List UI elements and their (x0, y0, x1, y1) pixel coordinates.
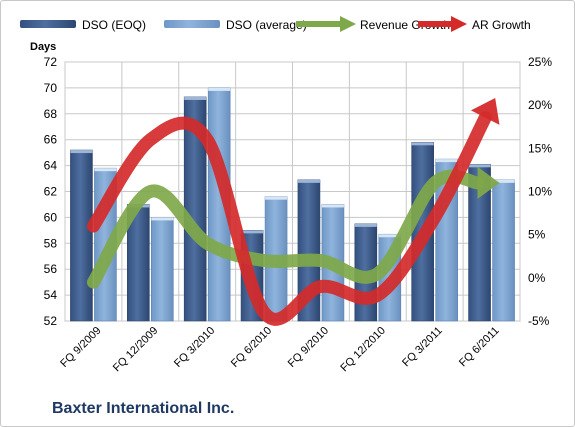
bar-dso-average-cap (492, 179, 515, 183)
y2-tick-label: 15% (528, 141, 552, 155)
x-tick-label: FQ 12/2010 (338, 325, 388, 375)
x-tick-label: FQ 6/2010 (229, 325, 274, 370)
y-axis-title: Days (30, 41, 56, 53)
bar-dso-average-cap (378, 234, 401, 238)
bar-dso-eoq-cap (354, 223, 377, 227)
y-tick-label: 54 (44, 288, 58, 302)
legend-label-ar-growth: AR Growth (472, 18, 531, 32)
bar-dso-average-cap (265, 196, 288, 200)
company-name: Baxter International Inc. (52, 400, 234, 417)
y-tick-label: 70 (44, 81, 58, 95)
legend-arrowhead-revenue-growth (340, 16, 356, 32)
bar-dso-eoq-cap (70, 150, 93, 154)
y2-tick-label: 20% (528, 98, 552, 112)
x-tick-label: FQ 9/2009 (58, 325, 103, 370)
bar-dso-eoq-cap (411, 142, 434, 146)
left-axis-ticks: 52 54 56 58 60 62 64 66 68 70 72 (44, 55, 58, 328)
bar-dso-eoq (70, 149, 93, 322)
bar-dso-eoq-cap (468, 164, 491, 168)
y2-tick-label: -5% (528, 314, 550, 328)
bar-dso-average-cap (94, 168, 117, 172)
bar-dso-eoq-cap (241, 230, 264, 234)
x-tick-label: FQ 3/2011 (400, 325, 445, 370)
y-tick-label: 66 (44, 133, 58, 147)
bar-dso-average-cap (321, 204, 344, 208)
y-tick-label: 56 (44, 262, 58, 276)
legend-swatch-dso-average (164, 20, 220, 28)
bar-dso-average-cap (435, 159, 458, 163)
bar-dso-eoq-cap (297, 179, 320, 183)
ar-growth-line (86, 111, 492, 326)
legend-label-dso-eoq: DSO (EOQ) (82, 18, 146, 32)
x-tick-label: FQ 6/2011 (457, 325, 502, 370)
y-tick-label: 52 (44, 314, 58, 328)
legend-swatch-dso-eoq (20, 20, 76, 28)
x-tick-label: FQ 12/2009 (111, 325, 161, 375)
y2-tick-label: 0% (528, 271, 546, 285)
ar-growth-arrowhead (470, 98, 500, 125)
y-tick-label: 72 (44, 55, 58, 69)
x-tick-label: FQ 9/2010 (286, 325, 331, 370)
y-tick-label: 68 (44, 107, 58, 121)
revenue-growth-line (86, 169, 485, 289)
growth-lines (86, 98, 500, 326)
x-axis-ticks: FQ 9/2009 FQ 12/2009 FQ 3/2010 FQ 6/2010 FQ … (58, 325, 501, 375)
bar-dso-average (492, 179, 515, 322)
bar-dso-average-cap (208, 87, 231, 91)
y-tick-label: 62 (44, 185, 58, 199)
right-axis-ticks: -5% 0% 5% 10% 15% 20% 25% (528, 55, 552, 328)
y2-tick-label: 25% (528, 55, 552, 69)
y-tick-label: 58 (44, 236, 58, 250)
legend: DSO (EOQ) DSO (average) Revenue Growth A… (20, 16, 531, 32)
revenue-growth-arrowhead (477, 166, 500, 199)
y-tick-label: 60 (44, 210, 58, 224)
legend-label-dso-average: DSO (average) (226, 18, 307, 32)
bar-dso-eoq-cap (184, 96, 207, 100)
x-tick-label: FQ 3/2010 (172, 325, 217, 370)
y2-tick-label: 10% (528, 185, 552, 199)
y-tick-label: 64 (44, 159, 58, 173)
bar-dso-average-cap (151, 217, 174, 221)
bar-dso-average (151, 217, 174, 322)
legend-arrowhead-ar-growth (451, 16, 467, 32)
y2-tick-label: 5% (528, 228, 546, 242)
